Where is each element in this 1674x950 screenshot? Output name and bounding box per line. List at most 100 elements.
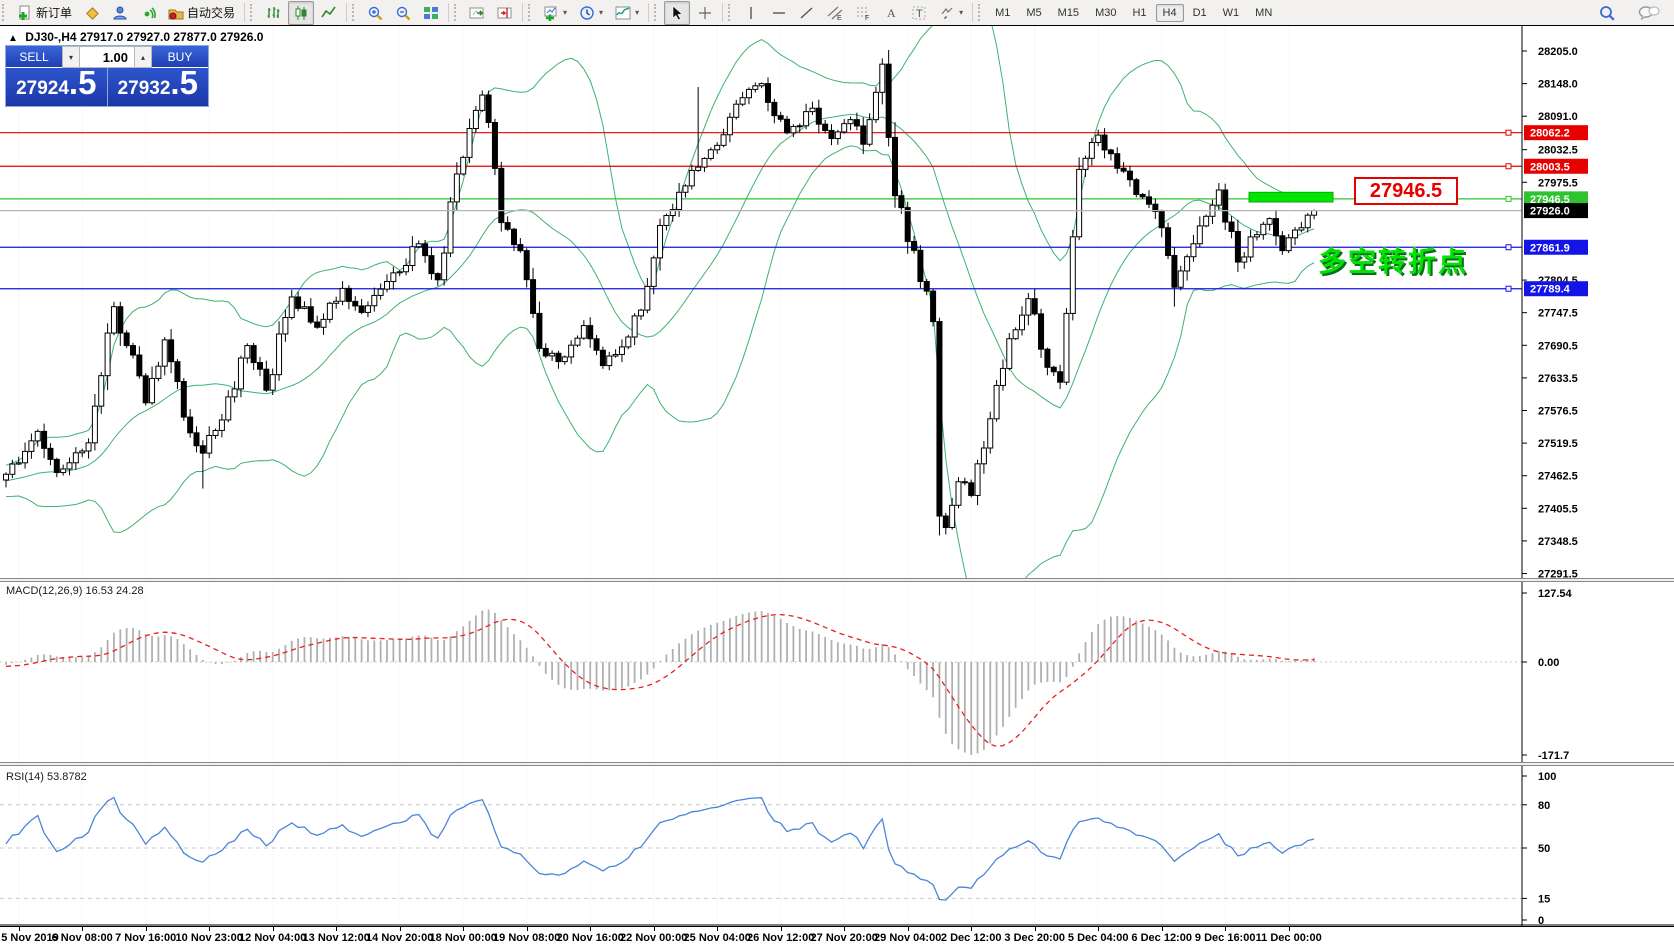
panel-splitter-2[interactable] — [0, 762, 1674, 766]
tile-windows-button[interactable] — [418, 1, 444, 25]
time-tick — [1225, 927, 1227, 931]
profiles-button[interactable]: ▾ — [574, 1, 608, 25]
channel-icon: E — [827, 5, 843, 21]
new-order-button[interactable]: 新订单 — [12, 1, 77, 25]
volume-input[interactable]: 1.00 — [80, 46, 134, 68]
new-chart-icon — [543, 5, 559, 21]
timeframe-m15-button[interactable]: M15 — [1057, 6, 1080, 19]
time-label: 19 Nov 08:00 — [493, 932, 561, 944]
dropdown-arrow-icon: ▾ — [563, 8, 568, 17]
zoom-out-icon — [395, 5, 411, 21]
pivot-annotation-text[interactable]: 多空转折点 — [1318, 246, 1469, 277]
vertical-line-button[interactable] — [738, 1, 764, 25]
toolbar-grip — [978, 4, 985, 21]
new-chart-button[interactable]: ▾ — [538, 1, 572, 25]
svg-text:27946.5: 27946.5 — [1530, 194, 1570, 206]
chat-button[interactable] — [1633, 1, 1665, 25]
svg-text:27348.5: 27348.5 — [1538, 536, 1578, 548]
volume-down-button[interactable]: ▾ — [62, 46, 80, 68]
cursor-button[interactable] — [664, 0, 691, 25]
toolbar-separator — [522, 3, 524, 22]
svg-text:27861.9: 27861.9 — [1530, 242, 1570, 254]
text-button[interactable]: A — [878, 1, 904, 25]
chat-icon — [1638, 5, 1660, 20]
sell-button[interactable]: SELL — [6, 46, 62, 68]
buy-price[interactable]: 27932.5 — [106, 66, 208, 106]
time-label: 13 Nov 12:00 — [302, 932, 370, 944]
horizontal-line-button[interactable] — [766, 1, 792, 25]
price-callout-label[interactable]: 27946.5 — [1354, 177, 1458, 205]
svg-text:28091.0: 28091.0 — [1538, 111, 1578, 123]
metaeditor-button[interactable] — [79, 1, 105, 25]
symbol-triangle-icon: ▲ — [8, 33, 18, 44]
toolbar-separator — [346, 3, 348, 22]
volume-up-button[interactable]: ▴ — [134, 46, 152, 68]
time-label: 20 Nov 16:00 — [556, 932, 624, 944]
timeframe-w1-button[interactable]: W1 — [1222, 6, 1240, 19]
time-axis[interactable]: 5 Nov 2019 6 Nov 08:00 7 Nov 16:00 10 Nov 2… — [0, 926, 1674, 950]
svg-text:27633.5: 27633.5 — [1538, 373, 1578, 385]
time-label: 10 Nov 23:00 — [175, 932, 243, 944]
svg-text:F: F — [865, 15, 869, 21]
line-icon — [321, 5, 337, 21]
svg-text:28003.5: 28003.5 — [1530, 161, 1570, 173]
timeframe-h4-button[interactable]: H4 — [1155, 3, 1184, 22]
timeframe-m30-button[interactable]: M30 — [1095, 6, 1117, 19]
crosshair-button[interactable] — [692, 1, 718, 25]
time-label: 2 Dec 12:00 — [940, 932, 1002, 944]
time-tick — [1288, 927, 1290, 931]
chart-shift-button[interactable] — [492, 1, 518, 25]
time-tick — [1098, 927, 1100, 931]
timeframe-h1-button[interactable]: H1 — [1132, 6, 1147, 19]
terminal-button[interactable] — [107, 1, 133, 25]
indicators-button[interactable]: ▾ — [610, 1, 644, 25]
toolbar-grip — [454, 4, 461, 21]
candlestick-button[interactable] — [288, 0, 315, 25]
candles-icon — [293, 5, 309, 21]
timeframe-m5-button[interactable]: M5 — [1026, 6, 1042, 19]
text-label-button[interactable]: T — [906, 1, 932, 25]
bar-chart-button[interactable] — [260, 1, 286, 25]
svg-text:27926.0: 27926.0 — [1530, 206, 1570, 218]
dropdown-arrow-icon: ▾ — [599, 8, 604, 17]
line-chart-button[interactable] — [316, 1, 342, 25]
tile-icon — [423, 5, 439, 21]
svg-text:100: 100 — [1538, 771, 1556, 783]
toolbar-grip — [2, 4, 9, 21]
rsi-panel[interactable]: 100 80 50 15 0 RSI(14) 53.8782 — [0, 766, 1674, 926]
toolbar-grip — [352, 4, 359, 21]
trendline-button[interactable] — [794, 1, 820, 25]
macd-panel[interactable]: 127.54 0.00 -171.7 MACD(12,26,9) 16.53 24.2… — [0, 582, 1674, 762]
search-button[interactable] — [1593, 1, 1621, 25]
timeframe-d1-button[interactable]: D1 — [1192, 6, 1207, 19]
sell-price[interactable]: 27924.5 — [6, 66, 107, 106]
arrows-button[interactable]: ▾ — [934, 1, 968, 25]
tline-icon — [799, 5, 815, 21]
fibonacci-button[interactable]: F — [850, 1, 876, 25]
time-label: 7 Nov 16:00 — [115, 932, 177, 944]
autotrade-icon — [168, 5, 184, 21]
time-label: 6 Dec 12:00 — [1131, 932, 1192, 944]
zoom-in-button[interactable] — [362, 1, 388, 25]
toolbar-separator — [972, 3, 974, 22]
main-chart[interactable]: 28205.028148.028091.028032.527975.527804… — [0, 26, 1674, 578]
timeframe-m1-button[interactable]: M1 — [995, 6, 1011, 19]
panel-splitter-1[interactable] — [0, 578, 1674, 582]
shapes-icon — [939, 5, 955, 21]
time-label: 14 Nov 20:00 — [366, 932, 434, 944]
macd-label: MACD(12,26,9) 16.53 24.28 — [6, 585, 144, 597]
signals-button[interactable] — [135, 1, 161, 25]
auto-scroll-button[interactable] — [464, 1, 490, 25]
svg-text:50: 50 — [1538, 843, 1550, 855]
timeframe-mn-button[interactable]: MN — [1255, 6, 1273, 19]
channel-button[interactable]: E — [822, 1, 848, 25]
svg-text:A: A — [887, 6, 896, 20]
buy-button[interactable]: BUY — [152, 46, 208, 68]
toolbar-grip — [528, 4, 535, 21]
autotrade-button[interactable]: 自动交易 — [163, 1, 240, 25]
zoom-out-button[interactable] — [390, 1, 416, 25]
one-click-trading-panel: SELL ▾ 1.00 ▴ BUY 27924.5 27932.5 — [5, 45, 209, 107]
time-tick — [399, 927, 401, 931]
time-tick — [1161, 927, 1163, 931]
dropdown-arrow-icon: ▾ — [635, 8, 640, 17]
